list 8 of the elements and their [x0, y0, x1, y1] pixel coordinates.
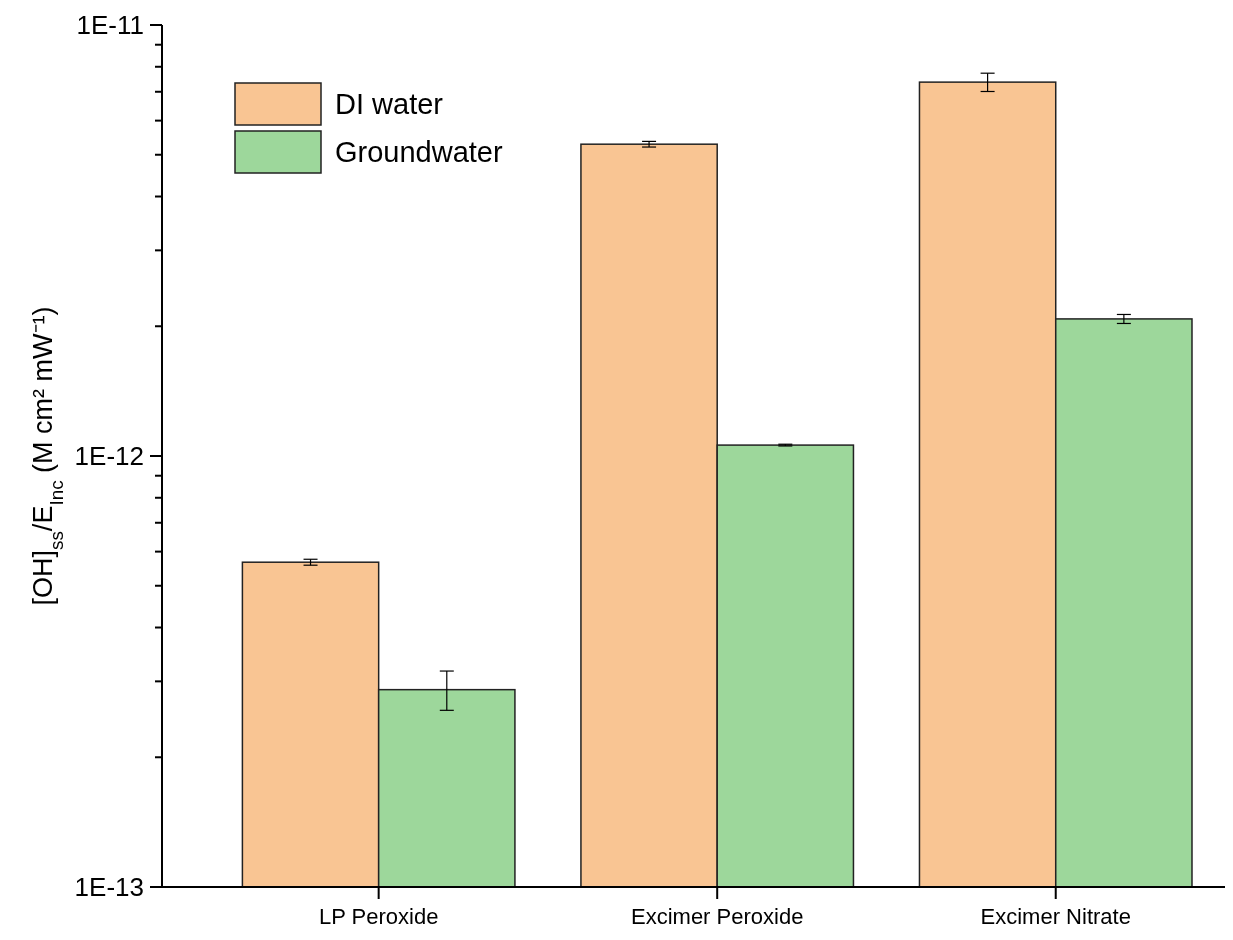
x-tick-label: Excimer Nitrate	[980, 904, 1131, 929]
x-tick-label: Excimer Peroxide	[631, 904, 804, 929]
legend-label: Groundwater	[335, 136, 503, 169]
legend-label: DI water	[335, 88, 444, 121]
x-tick-label: LP Peroxide	[318, 904, 439, 929]
y-tick-label: 1E-13	[74, 872, 144, 903]
y-tick-label: 1E-12	[74, 441, 144, 472]
y-tick-label: 1E-11	[76, 10, 144, 41]
